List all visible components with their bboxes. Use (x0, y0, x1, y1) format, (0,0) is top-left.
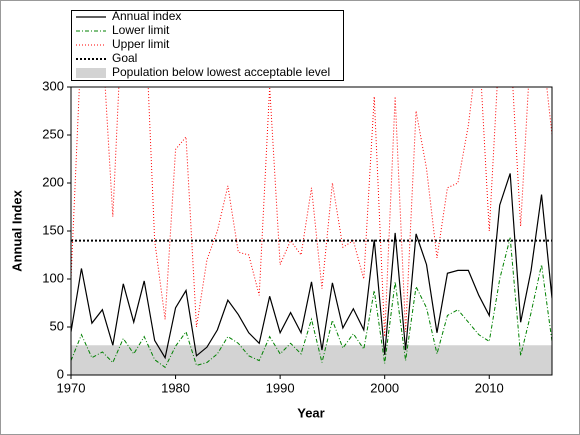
legend-label: Goal (112, 51, 137, 65)
y-tick-label: 250 (42, 126, 64, 141)
legend-label: Population below lowest acceptable level (112, 65, 330, 79)
y-tick-label: 50 (50, 318, 64, 333)
legend-label: Upper limit (112, 37, 170, 51)
y-tick-label: 0 (57, 366, 64, 381)
y-axis-title: Annual Index (9, 189, 24, 271)
y-tick-label: 200 (42, 174, 64, 189)
x-tick-label: 2000 (370, 380, 399, 395)
plot-area (71, 87, 552, 375)
legend-label: Lower limit (112, 23, 170, 37)
y-tick-label: 150 (42, 222, 64, 237)
x-tick-label: 1970 (57, 380, 86, 395)
x-tick-label: 1990 (266, 380, 295, 395)
legend (71, 10, 344, 81)
y-tick-label: 100 (42, 270, 64, 285)
x-tick-label: 2010 (475, 380, 504, 395)
x-axis-title: Year (297, 405, 324, 420)
series-line (71, 87, 552, 337)
y-tick-label: 300 (42, 78, 64, 93)
legend-swatch (76, 68, 106, 78)
legend-label: Annual index (112, 9, 181, 23)
series-line (71, 237, 552, 369)
x-tick-label: 1980 (161, 380, 190, 395)
low-level-band (71, 345, 552, 375)
series-line (71, 173, 552, 360)
